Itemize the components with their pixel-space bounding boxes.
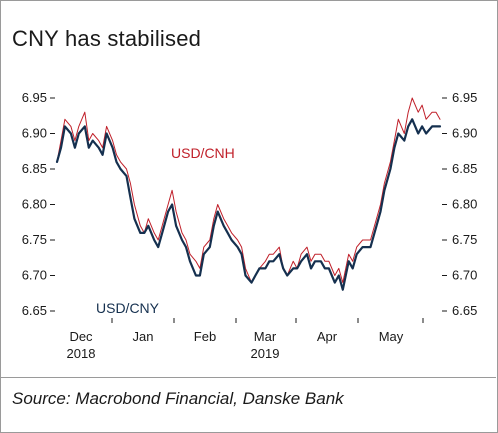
x-tick-year-label: 2019 xyxy=(251,346,280,361)
x-tick-label: Jan xyxy=(133,329,154,344)
y-tick-label-left: 6.85 xyxy=(22,161,47,176)
y-tick-label-right: 6.95 xyxy=(452,90,477,105)
y-tick-label-left: 6.95 xyxy=(22,90,47,105)
y-tick-label-left: 6.80 xyxy=(22,197,47,212)
series-line-usd-cnh xyxy=(56,97,441,284)
y-tick-label-left: 6.65 xyxy=(22,303,47,318)
chart-svg: 6.95 6.90 6.85 6.80 6.75 6.70 6.65 6.95 6.90 6.8… xyxy=(22,90,478,361)
y-tick-label-right: 6.65 xyxy=(452,303,477,318)
right-axis: 6.95 6.90 6.85 6.80 6.75 6.70 6.65 xyxy=(442,90,477,318)
series-labels: USD/CNH USD/CNY xyxy=(96,145,235,316)
x-tick-label: May xyxy=(379,329,404,344)
y-tick-label-right: 6.75 xyxy=(452,232,477,247)
x-tick-label: Apr xyxy=(317,329,338,344)
x-tick-label: Mar xyxy=(254,329,277,344)
plot-area xyxy=(55,97,442,291)
x-tick-year-label: 2018 xyxy=(67,346,96,361)
series-line-usd-cny xyxy=(55,118,442,291)
y-tick-label-right: 6.85 xyxy=(452,161,477,176)
y-tick-label-left: 6.90 xyxy=(22,126,47,141)
x-axis: Dec 2018 Jan Feb Mar 2019 Apr May xyxy=(67,318,424,361)
source-note: Source: Macrobond Financial, Danske Bank xyxy=(12,389,344,408)
chart-title: CNY has stabilised xyxy=(12,26,202,51)
y-tick-label-left: 6.75 xyxy=(22,232,47,247)
y-tick-label-right: 6.80 xyxy=(452,197,477,212)
y-tick-label-right: 6.90 xyxy=(452,126,477,141)
series-label-usd-cny: USD/CNY xyxy=(96,300,160,316)
x-tick-label: Feb xyxy=(194,329,216,344)
footer-divider xyxy=(0,377,496,378)
series-label-usd-cnh: USD/CNH xyxy=(171,145,235,161)
y-tick-label-right: 6.70 xyxy=(452,268,477,283)
left-axis: 6.95 6.90 6.85 6.80 6.75 6.70 6.65 xyxy=(22,90,55,318)
x-tick-label: Dec xyxy=(69,329,93,344)
y-tick-label-left: 6.70 xyxy=(22,268,47,283)
